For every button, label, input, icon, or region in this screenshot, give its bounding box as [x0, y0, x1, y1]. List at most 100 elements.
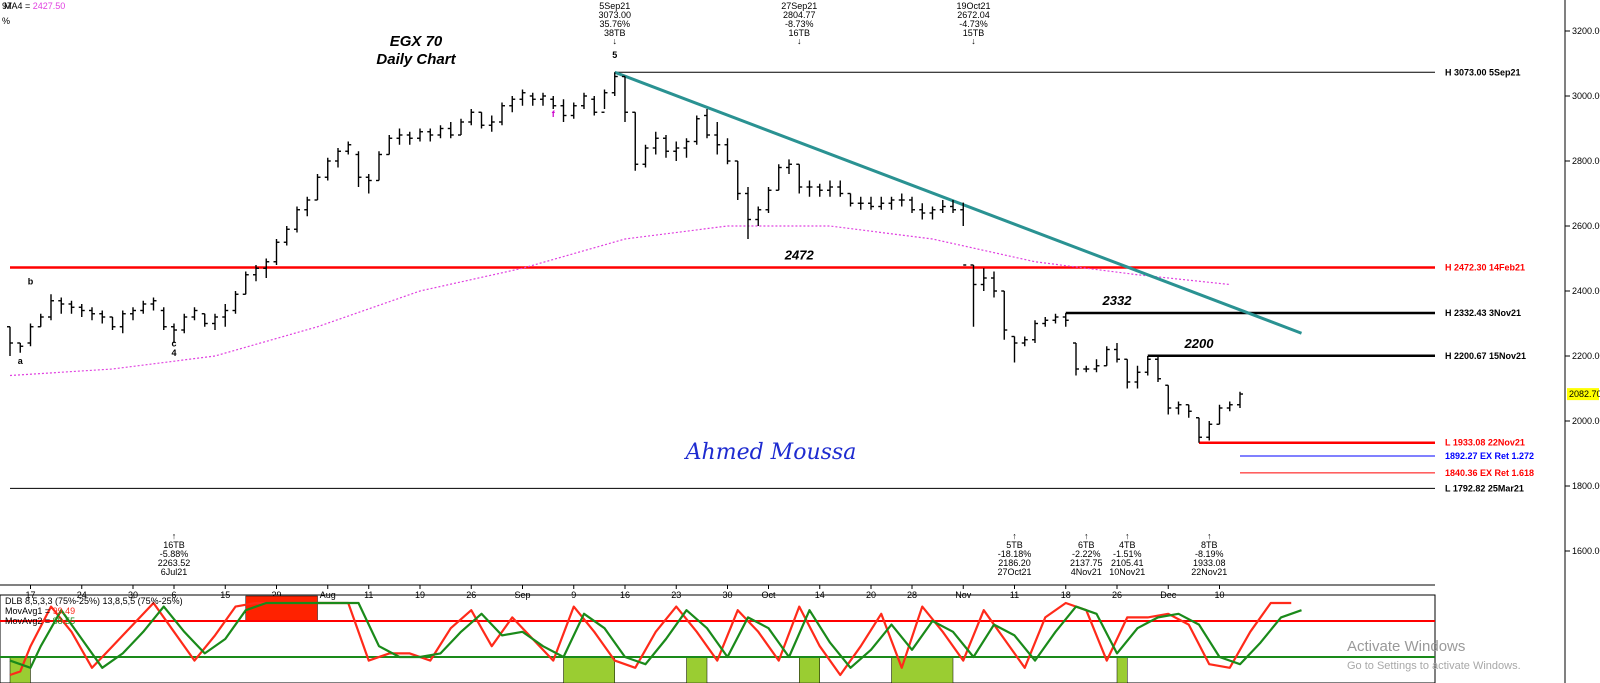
watermark-title: Activate Windows [1347, 638, 1465, 655]
level-label: H 2200.67 15Nov21 [1445, 351, 1526, 361]
svg-text:-8.73%: -8.73% [785, 19, 814, 29]
ohlc-bar [417, 128, 423, 142]
ohlc-bar [386, 135, 393, 156]
ma-legend-name: MA4 = [4, 1, 33, 11]
ohlc-bar [622, 75, 628, 122]
ohlc-bar [550, 96, 557, 109]
x-tick-label: 10 [1214, 590, 1224, 600]
wave-label: b [28, 277, 34, 287]
ohlc-bar [1103, 346, 1110, 367]
svg-text:22Nov21: 22Nov21 [1191, 567, 1227, 577]
osc-zone [686, 656, 708, 683]
ohlc-bar [1093, 359, 1100, 373]
x-tick-label: 19 [415, 590, 425, 600]
ohlc-bar [191, 307, 198, 321]
wave-label: f [552, 109, 556, 119]
svg-text:16TB: 16TB [788, 28, 810, 38]
ohlc-bar [376, 151, 382, 182]
svg-text:2186.20: 2186.20 [998, 558, 1031, 568]
svg-text:2137.75: 2137.75 [1070, 558, 1103, 568]
level-value-label: 2332 [1102, 293, 1133, 308]
x-tick-label: 11 [364, 590, 373, 600]
y-tick-label: 2200.00 [1572, 351, 1600, 361]
svg-text:4TB: 4TB [1119, 540, 1136, 550]
ohlc-bar [683, 138, 690, 158]
ohlc-bar [642, 144, 649, 168]
ohlc-bar [499, 102, 505, 126]
ohlc-bar [663, 135, 669, 158]
ohlc-bar [1226, 401, 1233, 412]
x-tick-label: 16 [620, 590, 630, 600]
ma-legend: MA4 = 2427.50 [4, 1, 65, 11]
ohlc-bar [745, 187, 751, 239]
x-axis: 17 24 30 6 15 29 Aug 11 19 26 Sep 9 16 23 30 Oct 14 20 28 N… [25, 585, 1225, 600]
ohlc-bar [837, 180, 844, 197]
ohlc-bar [857, 196, 864, 210]
x-tick-label: 30 [128, 590, 138, 600]
ohlc-bar [1155, 356, 1161, 382]
ohlc-bar [581, 92, 587, 109]
ohlc-bar [1032, 320, 1038, 343]
ohlc-bar [796, 163, 803, 194]
level-label: L 1933.08 22Nov21 [1445, 438, 1525, 448]
ohlc-bar [1062, 313, 1069, 327]
x-tick-label: Sep [514, 590, 530, 600]
ohlc-bar [601, 89, 608, 113]
level-label: H 3073.00 5Sep21 [1445, 67, 1521, 77]
ohlc-bar [724, 138, 731, 165]
ohlc-bar [130, 307, 136, 321]
ohlc-bar [888, 196, 895, 210]
ohlc-bar [652, 131, 659, 155]
svg-text:↑: ↑ [172, 531, 177, 541]
svg-text:-5.88%: -5.88% [160, 549, 189, 559]
ohlc-bar [1124, 358, 1131, 389]
ma-legend-value: 2427.50 [33, 1, 66, 11]
svg-text:10Nov21: 10Nov21 [1109, 567, 1145, 577]
svg-text:↓: ↓ [971, 36, 976, 46]
svg-text:27Oct21: 27Oct21 [997, 567, 1031, 577]
x-tick-label: 18 [1061, 590, 1071, 600]
y-tick-label: 2400.00 [1572, 286, 1600, 296]
ohlc-bar [847, 192, 854, 207]
ohlc-bar [1042, 317, 1049, 327]
left-cut-text-2: % [2, 16, 10, 26]
ohlc-bar [919, 203, 926, 220]
ohlc-bar [1185, 404, 1192, 418]
ohlc-bar [970, 264, 977, 327]
ohlc-bar [1237, 391, 1243, 408]
level-label: 1892.27 EX Ret 1.272 [1445, 451, 1534, 461]
ohlc-bar [734, 160, 741, 200]
osc-zone [799, 656, 820, 683]
watermark-subtitle: Go to Settings to activate Windows. [1347, 660, 1521, 672]
svg-text:↑: ↑ [1207, 531, 1212, 541]
svg-text:-8.19%: -8.19% [1195, 549, 1224, 559]
ohlc-bar [1021, 336, 1028, 347]
x-tick-label: 9 [571, 590, 576, 600]
ohlc-bar [58, 297, 65, 314]
wave-label: a [18, 356, 24, 366]
ohlc-bar [140, 300, 147, 314]
ohlc-bar [1114, 343, 1120, 363]
ohlc-bar [765, 187, 772, 213]
ohlc-bar [263, 258, 270, 278]
svg-text:5TB: 5TB [1006, 540, 1023, 550]
svg-text:16TB: 16TB [163, 540, 185, 550]
ohlc-bar [48, 294, 54, 321]
level-label: L 1792.82 25Mar21 [1445, 483, 1524, 493]
ohlc-bar [212, 313, 218, 330]
osc-legend-item: MovAvg2 = 88.55 [5, 616, 75, 626]
ohlc-bar [78, 304, 85, 317]
x-tick-label: 11 [1010, 590, 1019, 600]
y-tick-label: 3000.00 [1572, 91, 1600, 101]
level-label: H 2332.43 3Nov21 [1445, 308, 1521, 318]
ohlc-bar [704, 109, 710, 139]
ohlc-bar [1011, 335, 1018, 363]
ohlc-bar [171, 323, 177, 343]
ohlc-bar [611, 72, 618, 96]
trendline [614, 70, 1303, 335]
